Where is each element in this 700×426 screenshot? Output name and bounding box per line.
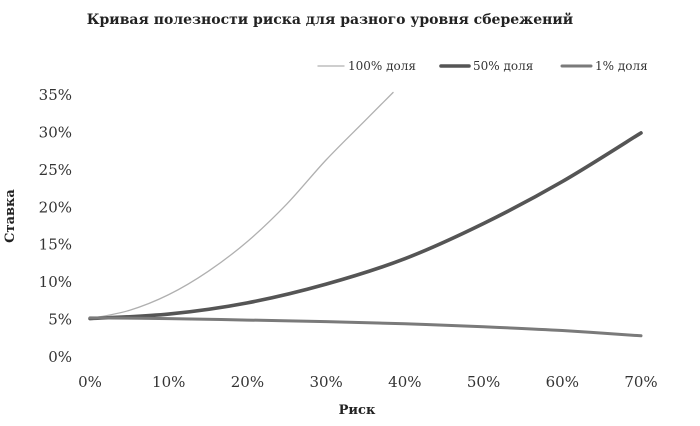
y-axis-ticks: 0% 5% 10% 15% 20% 25% 30% 35%: [39, 86, 72, 366]
x-tick-label: 60%: [546, 373, 579, 391]
x-axis-title: Риск: [339, 403, 376, 418]
y-tick-label: 20%: [39, 198, 72, 216]
x-tick-label: 10%: [152, 373, 185, 391]
y-tick-label: 15%: [39, 236, 72, 254]
x-tick-label: 40%: [388, 373, 421, 391]
y-tick-label: 30%: [39, 123, 72, 141]
x-tick-label: 20%: [231, 373, 264, 391]
y-tick-label: 5%: [48, 311, 72, 329]
legend-label: 1% доля: [595, 59, 648, 73]
y-tick-label: 10%: [39, 273, 72, 291]
x-tick-label: 0%: [78, 373, 102, 391]
chart-legend: 100% доля 50% доля 1% доля: [317, 59, 648, 73]
x-tick-label: 50%: [467, 373, 500, 391]
series-lines: [88, 91, 643, 338]
y-tick-label: 35%: [39, 86, 72, 104]
legend-item: 50% доля: [439, 59, 533, 73]
legend-item: 1% доля: [560, 59, 648, 73]
y-tick-label: 0%: [48, 348, 72, 366]
x-tick-label: 70%: [624, 373, 657, 391]
x-tick-label: 30%: [309, 373, 342, 391]
y-axis-title: Ставка: [3, 189, 18, 243]
x-axis-ticks: 0% 10% 20% 30% 40% 50% 60% 70%: [78, 373, 658, 391]
y-tick-label: 25%: [39, 161, 72, 179]
legend-label: 100% доля: [348, 59, 416, 73]
chart-title: Кривая полезности риска для разного уров…: [87, 11, 573, 28]
series-line: [89, 91, 394, 320]
series-line: [88, 131, 643, 321]
series-line: [88, 316, 643, 338]
legend-label: 50% доля: [473, 59, 533, 73]
legend-item: 100% доля: [317, 59, 416, 73]
